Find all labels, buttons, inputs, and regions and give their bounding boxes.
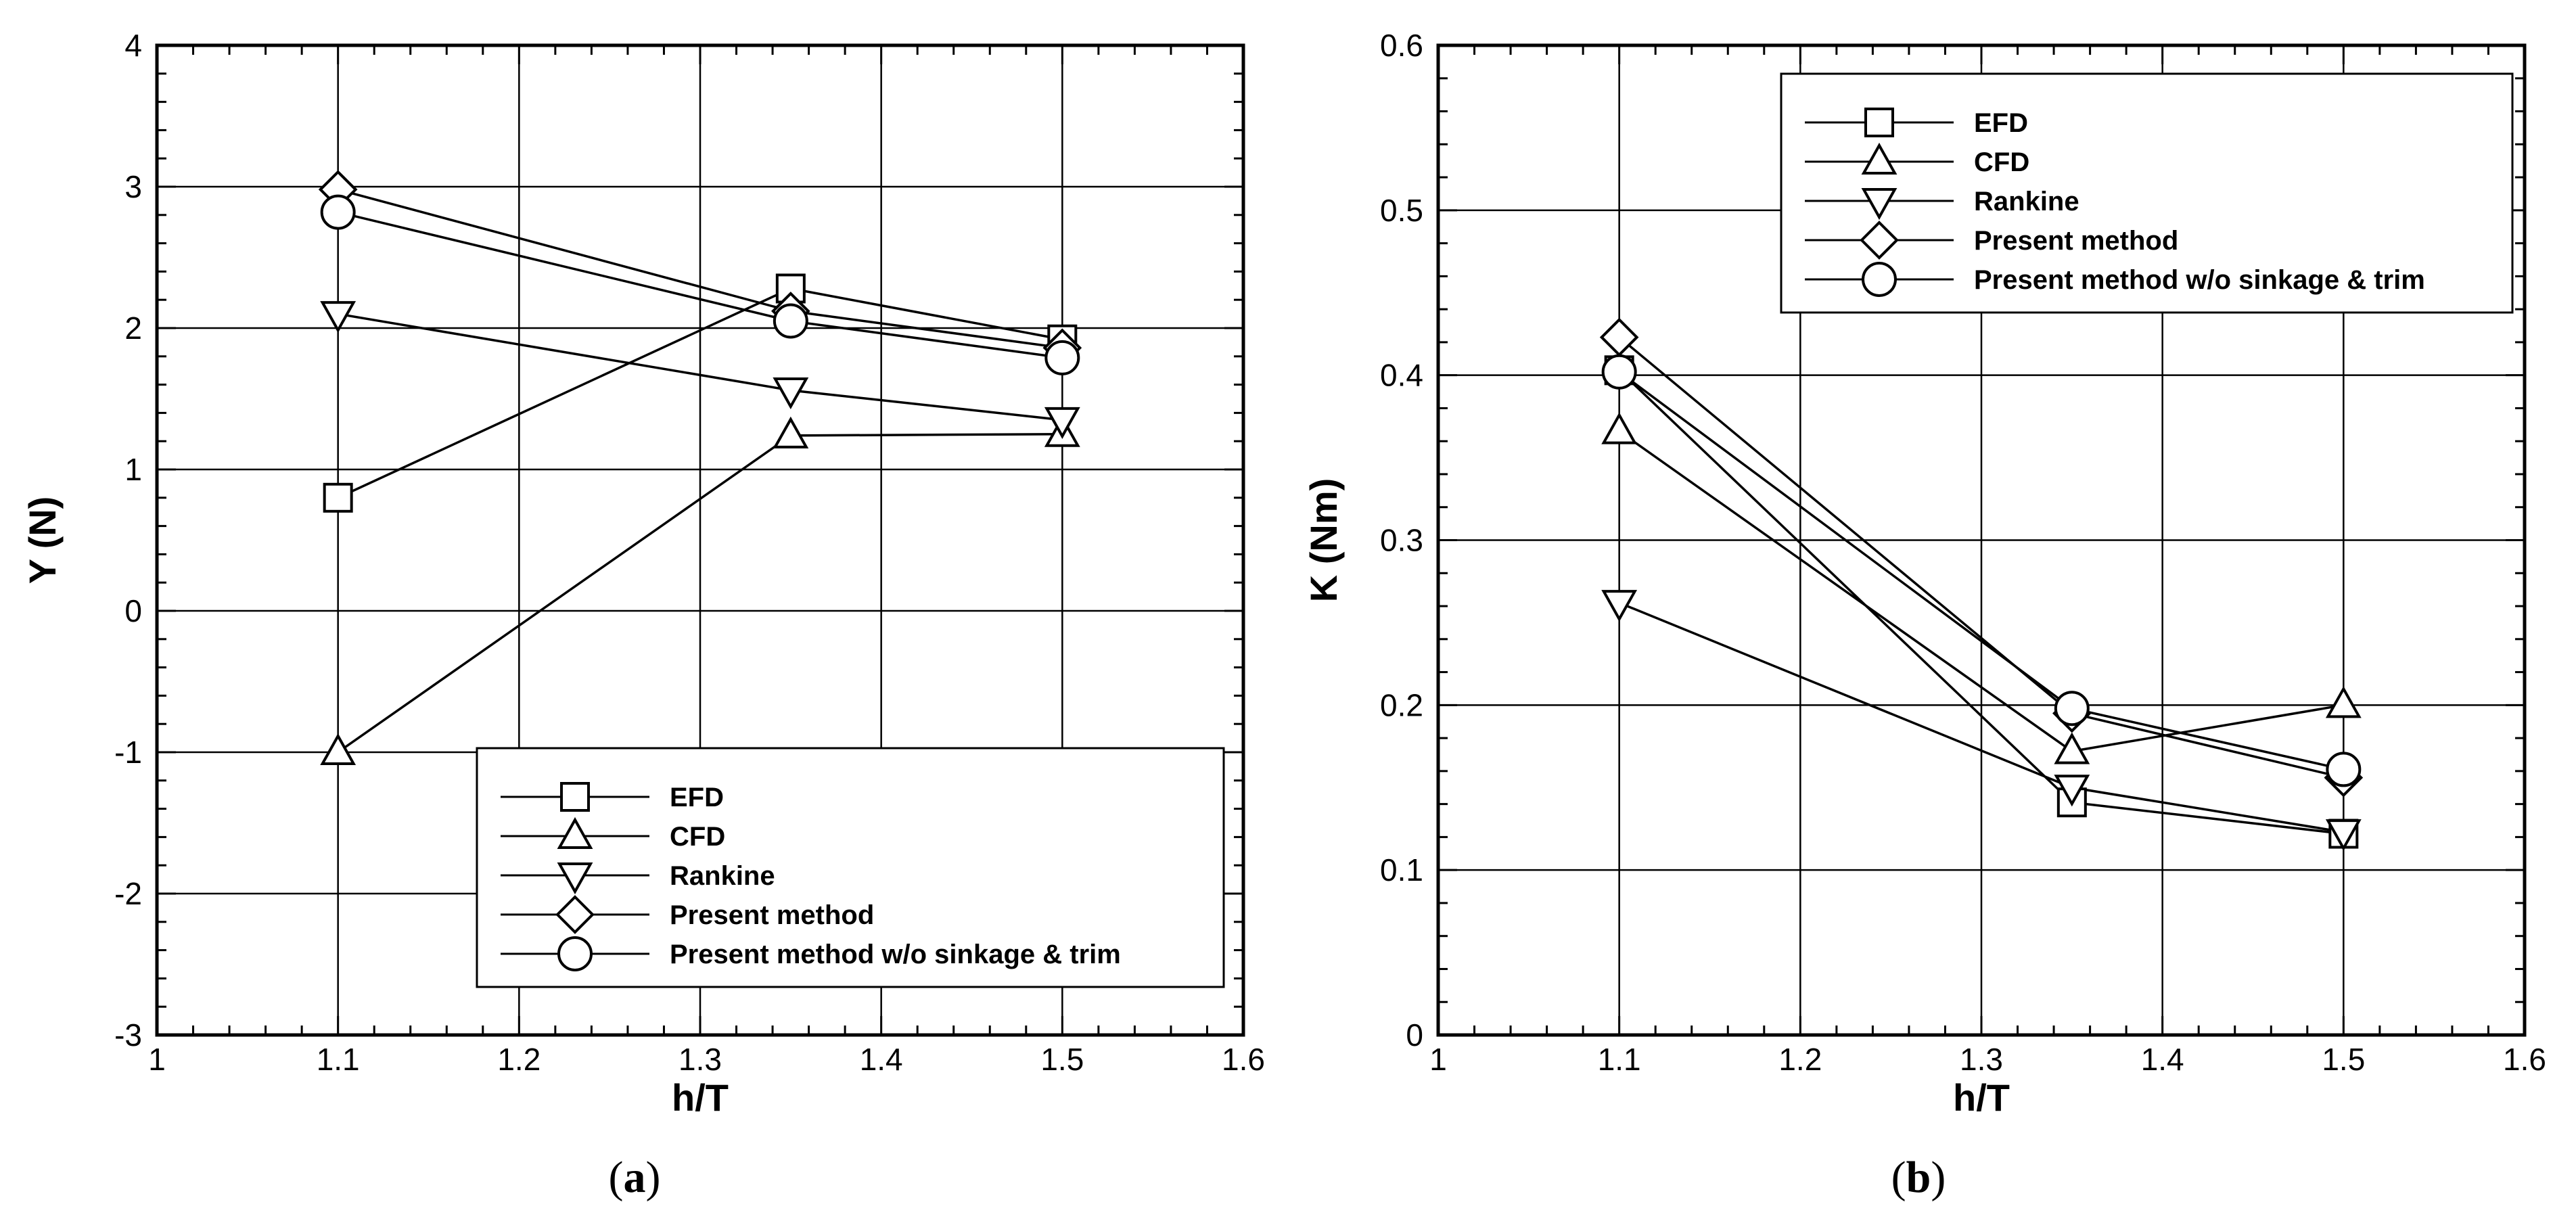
x-axis-label: h/T	[1953, 1076, 2010, 1119]
data-point-circle	[320, 194, 356, 230]
y-tick-label: 1	[124, 452, 142, 487]
y-tick-label: 0.2	[1380, 687, 1423, 722]
y-tick-label: 2	[124, 310, 142, 346]
legend-label: Rankine	[670, 861, 775, 891]
x-tick-label: 1.1	[1598, 1042, 1641, 1077]
legend-marker-triangle-down	[557, 862, 593, 895]
data-point-triangle-down	[1601, 590, 1638, 622]
legend-marker-diamond	[555, 895, 595, 934]
data-point-triangle-up	[2325, 686, 2362, 718]
x-tick-label: 1	[148, 1042, 166, 1077]
legend-marker-diamond	[1860, 221, 1899, 260]
y-tick-label: 4	[124, 28, 142, 63]
legend-label: EFD	[1974, 108, 2028, 138]
legend-box	[476, 747, 1225, 988]
x-tick-label: 1.6	[1222, 1042, 1265, 1077]
y-tick-label: -1	[114, 735, 142, 770]
y-tick-label: 0.6	[1380, 28, 1423, 63]
x-tick-label: 1.3	[678, 1042, 722, 1077]
data-point-diamond	[1599, 317, 1639, 357]
x-tick-label: 1.3	[1960, 1042, 2003, 1077]
data-point-triangle-down	[2325, 819, 2362, 852]
y-tick-label: 0.4	[1380, 358, 1423, 393]
y-tick-label: -2	[114, 876, 142, 911]
x-tick-label: 1.6	[2503, 1042, 2546, 1077]
panel-caption: (b)	[1891, 1153, 1946, 1202]
legend-marker-square	[1864, 108, 1894, 137]
legend-label: CFD	[670, 822, 725, 852]
legend-label: Rankine	[1974, 187, 2079, 216]
x-tick-label: 1.2	[1778, 1042, 1822, 1077]
data-point-triangle-up	[1601, 412, 1638, 444]
y-axis-label: K (Nm)	[1302, 478, 1345, 603]
legend-marker-triangle-down	[1861, 188, 1898, 221]
x-tick-label: 1.4	[2141, 1042, 2184, 1077]
x-tick-label: 1.5	[2322, 1042, 2365, 1077]
y-tick-label: -3	[114, 1017, 142, 1053]
legend-label: CFD	[1974, 147, 2029, 177]
data-point-circle	[1601, 354, 1637, 390]
legend-label: Present method w/o sinkage & trim	[1974, 265, 2425, 295]
data-point-triangle-up	[320, 733, 356, 765]
data-point-circle	[1044, 340, 1080, 375]
y-tick-label: 0.5	[1380, 193, 1423, 228]
legend-marker-circle	[1862, 262, 1897, 297]
chart-panel-b: 1 1.1 1.2 1.3 1.4 1.5 1.6 0 0.1 0.2 0.3 0.4 0.5 0.6 h/…	[1302, 28, 2546, 1202]
data-point-circle	[773, 303, 808, 339]
data-point-triangle-down	[2054, 775, 2090, 807]
data-point-circle	[2054, 691, 2090, 727]
legend: EFD CFD Rankine Present method Present metho…	[1780, 72, 2514, 314]
legend-label: Present method	[670, 900, 874, 930]
y-tick-label: 0.3	[1380, 523, 1423, 558]
x-axis-label: h/T	[672, 1076, 729, 1119]
data-point-circle	[2326, 752, 2362, 787]
x-tick-label: 1.1	[317, 1042, 360, 1077]
legend-label: EFD	[670, 783, 724, 812]
legend-marker-circle	[557, 936, 593, 971]
data-point-square	[323, 482, 353, 513]
legend-box	[1780, 72, 2514, 314]
legend-marker-square	[560, 782, 590, 812]
y-tick-label: 0	[124, 593, 142, 628]
panel-caption: (a)	[609, 1153, 661, 1202]
legend-label: Present method w/o sinkage & trim	[670, 940, 1121, 969]
y-tick-label: 0	[1406, 1017, 1423, 1053]
legend-marker-triangle-up	[557, 816, 593, 849]
chart-panel-a: 1 1.1 1.2 1.3 1.4 1.5 1.6 -3 -2 -1 0 1 2 3 4 h/T Y (N) EF…	[21, 28, 1265, 1202]
legend: EFD CFD Rankine Present method Present metho…	[476, 747, 1225, 988]
y-tick-label: 3	[124, 169, 142, 204]
x-tick-label: 1.5	[1040, 1042, 1084, 1077]
data-point-triangle-down	[1044, 407, 1080, 439]
x-tick-label: 1	[1429, 1042, 1447, 1077]
x-tick-label: 1.2	[497, 1042, 540, 1077]
data-point-triangle-up	[2054, 732, 2090, 764]
data-point-triangle-up	[773, 416, 809, 448]
x-tick-label: 1.4	[860, 1042, 903, 1077]
y-tick-label: 0.1	[1380, 852, 1423, 888]
legend-label: Present method	[1974, 226, 2178, 256]
data-point-triangle-down	[773, 377, 809, 410]
y-axis-label: Y (N)	[21, 497, 64, 584]
legend-marker-triangle-up	[1861, 142, 1898, 175]
data-point-triangle-down	[320, 301, 356, 333]
